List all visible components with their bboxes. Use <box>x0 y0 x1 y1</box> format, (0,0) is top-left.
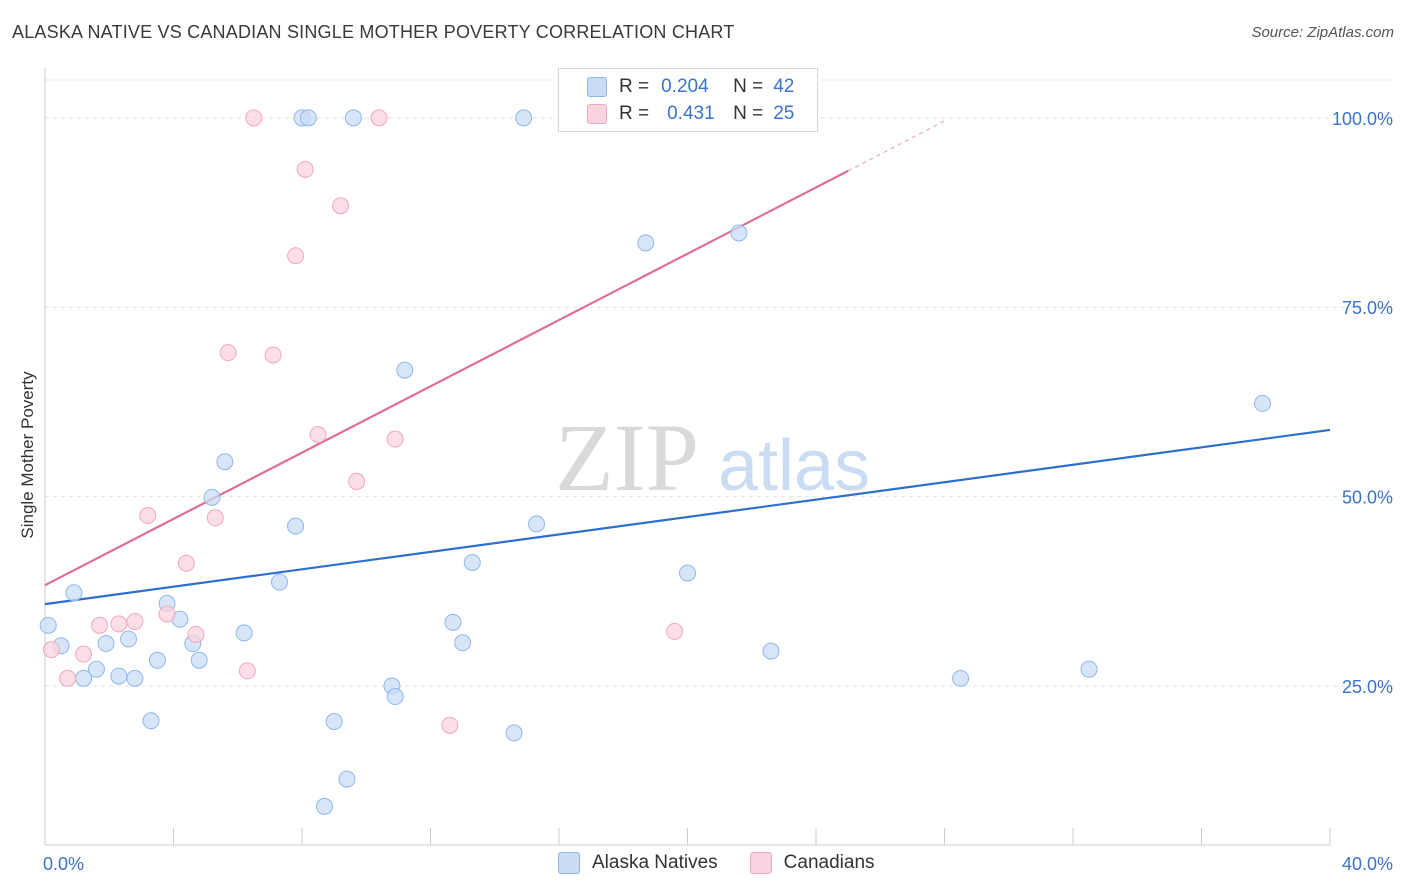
y-tick-label: 100.0% <box>1332 109 1393 129</box>
canadians-point <box>177 554 195 572</box>
alaska-natives-point <box>505 724 523 742</box>
canadians-point <box>58 669 76 687</box>
gridlines <box>45 79 1392 687</box>
alaska-natives-point <box>65 584 83 602</box>
alaska-natives-point <box>762 642 780 660</box>
canadians-point <box>158 605 176 623</box>
alaska-natives-point <box>216 453 234 471</box>
alaska-natives-point <box>287 517 305 535</box>
alaska-natives-point <box>315 797 333 815</box>
alaska-natives-point <box>271 573 289 591</box>
alaska-natives-point <box>338 770 356 788</box>
legend-item-canadians[interactable]: Canadians <box>749 852 875 874</box>
alaska-natives-point <box>87 660 105 678</box>
canadians-trendline <box>44 169 849 587</box>
r-label: R = <box>619 76 650 97</box>
legend-label: Canadians <box>783 852 875 873</box>
canadians-point <box>666 622 684 640</box>
legend-row-canadians: R = 0.431 N = 25 <box>559 100 794 128</box>
alaska-natives-point <box>637 234 655 252</box>
canadians-point <box>370 109 388 127</box>
axes <box>44 68 1331 846</box>
canadians-point <box>386 430 404 448</box>
n-value: 25 <box>773 103 795 124</box>
watermark-atlas: atlas <box>718 426 870 506</box>
alaska-natives-point <box>463 553 481 571</box>
chart-title: ALASKA NATIVE VS CANADIAN SINGLE MOTHER … <box>12 22 735 42</box>
alaska-natives-point <box>1080 660 1098 678</box>
series-legend: Alaska Natives Canadians <box>558 852 907 874</box>
watermark-zip: ZIP <box>555 404 699 511</box>
alaska-natives-point <box>203 488 221 506</box>
canadians-swatch <box>749 852 772 874</box>
canadians-swatch <box>587 104 607 124</box>
alaska-natives-point <box>396 361 414 379</box>
stats-legend: R = 0.204 N = 42 R = 0.431 N = 25 <box>558 68 818 132</box>
alaska-natives-point <box>325 713 343 731</box>
alaska-natives-point <box>299 109 317 127</box>
alaska-natives-point <box>39 616 57 634</box>
canadians-point <box>441 716 459 734</box>
n-value: 42 <box>773 76 795 97</box>
canadians-point <box>348 472 366 490</box>
x-tick-label-min: 0.0% <box>43 854 84 874</box>
alaska-natives-point <box>454 634 472 652</box>
y-tick-label: 75.0% <box>1342 298 1393 318</box>
alaska-natives-point <box>142 712 160 730</box>
n-label: N = <box>733 76 764 97</box>
alaska-natives-point <box>148 651 166 669</box>
alaska-natives-point <box>110 667 128 685</box>
alaska-natives-point <box>444 613 462 631</box>
tick-labels: 25.0% 50.0% 75.0% 100.0% 0.0% 40.0% <box>43 109 1393 874</box>
alaska-natives-point <box>386 688 404 706</box>
alaska-natives-point <box>515 109 533 127</box>
canadians-point <box>91 616 109 634</box>
alaska-natives-point <box>97 635 115 653</box>
r-value: 0.431 <box>667 103 715 124</box>
legend-row-alaska: R = 0.204 N = 42 <box>559 73 794 101</box>
alaska-natives-swatch <box>558 852 580 874</box>
y-axis-label: Single Mother Poverty <box>18 371 37 539</box>
canadians-point <box>287 247 305 265</box>
y-tick-label: 50.0% <box>1342 488 1393 508</box>
canadians-point <box>42 641 60 659</box>
source-label: Source: ZipAtlas.com <box>1251 24 1394 41</box>
watermark: ZIP atlas <box>555 404 870 511</box>
canadians-point <box>245 109 263 127</box>
alaska-natives-point <box>952 669 970 687</box>
x-tick-label-max: 40.0% <box>1342 854 1393 874</box>
n-label: N = <box>733 103 764 124</box>
canadians-point <box>332 197 350 215</box>
canadians-point <box>139 507 157 525</box>
alaska-natives-point <box>190 651 208 669</box>
canadians-point <box>264 346 282 364</box>
y-tick-label: 25.0% <box>1342 677 1393 697</box>
alaska-natives-point <box>679 564 696 582</box>
alaska-natives-point <box>120 630 138 648</box>
canadians-point <box>206 509 224 527</box>
alaska-natives-point <box>344 109 362 127</box>
r-label: R = <box>619 103 650 124</box>
canadians-point <box>219 344 237 362</box>
alaska-natives-trendline <box>44 428 1331 606</box>
canadians-point <box>75 645 93 663</box>
alaska-natives-point <box>126 669 144 687</box>
alaska-natives-point <box>528 515 546 533</box>
r-value: 0.204 <box>661 76 709 97</box>
canadians-point <box>238 662 256 680</box>
legend-item-alaska-natives[interactable]: Alaska Natives <box>558 852 718 874</box>
canadians-point <box>110 615 128 633</box>
canadians-point <box>309 425 327 443</box>
alaska-swatch <box>587 77 607 97</box>
alaska-natives-point <box>730 224 748 242</box>
alaska-natives-point <box>1254 394 1272 412</box>
canadians-point <box>126 613 144 631</box>
alaska-natives-point <box>235 624 253 642</box>
canadians-point <box>187 625 205 643</box>
legend-label: Alaska Natives <box>592 852 718 873</box>
trendlines <box>44 120 1331 606</box>
canadians-point <box>296 160 314 178</box>
canadians-trendline-extension <box>847 120 945 172</box>
